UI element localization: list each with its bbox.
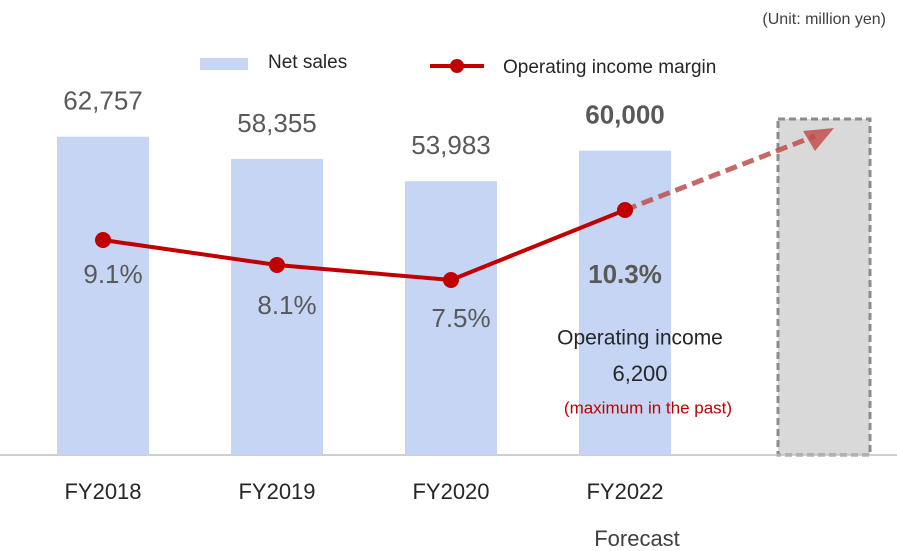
- bar-value-label: 58,355: [237, 108, 317, 138]
- line-value-label: 9.1%: [83, 259, 142, 289]
- x-tick-label: FY2020: [412, 479, 489, 504]
- forecast-arrow: [624, 133, 816, 213]
- placeholder-box: [776, 117, 872, 457]
- bar: [231, 159, 323, 455]
- annotation: (maximum in the past): [564, 398, 732, 417]
- line-value-label: 7.5%: [431, 303, 490, 333]
- line-value-label: 10.3%: [588, 259, 662, 289]
- line-point: [617, 202, 633, 218]
- annotation: Operating income: [557, 327, 723, 350]
- x-tick-label: FY2022: [586, 479, 663, 504]
- line-point: [95, 232, 111, 248]
- forecast-label: Forecast: [594, 526, 680, 551]
- line-value-label: 8.1%: [257, 290, 316, 320]
- bar-value-label: 53,983: [411, 130, 491, 160]
- forecast-arrowhead: [803, 128, 834, 151]
- bar-value-label: 60,000: [585, 100, 665, 130]
- line-point: [443, 272, 459, 288]
- legend-swatch-dot: [450, 59, 464, 73]
- legend-swatch: [200, 58, 248, 70]
- bar: [405, 181, 497, 455]
- line: [102, 208, 626, 283]
- annotation: 6,200: [612, 361, 667, 386]
- bar: [57, 136, 149, 455]
- legend: Net sales Operating income margin: [200, 52, 716, 78]
- legend-label: Operating income margin: [503, 57, 716, 78]
- line-point: [269, 257, 285, 273]
- x-tick-label: FY2018: [64, 479, 141, 504]
- unit-note: (Unit: million yen): [762, 11, 886, 28]
- x-tick-label: FY2019: [238, 479, 315, 504]
- bar: [579, 150, 671, 455]
- bar-value-label: 62,757: [63, 86, 143, 116]
- legend-label: Net sales: [268, 52, 347, 73]
